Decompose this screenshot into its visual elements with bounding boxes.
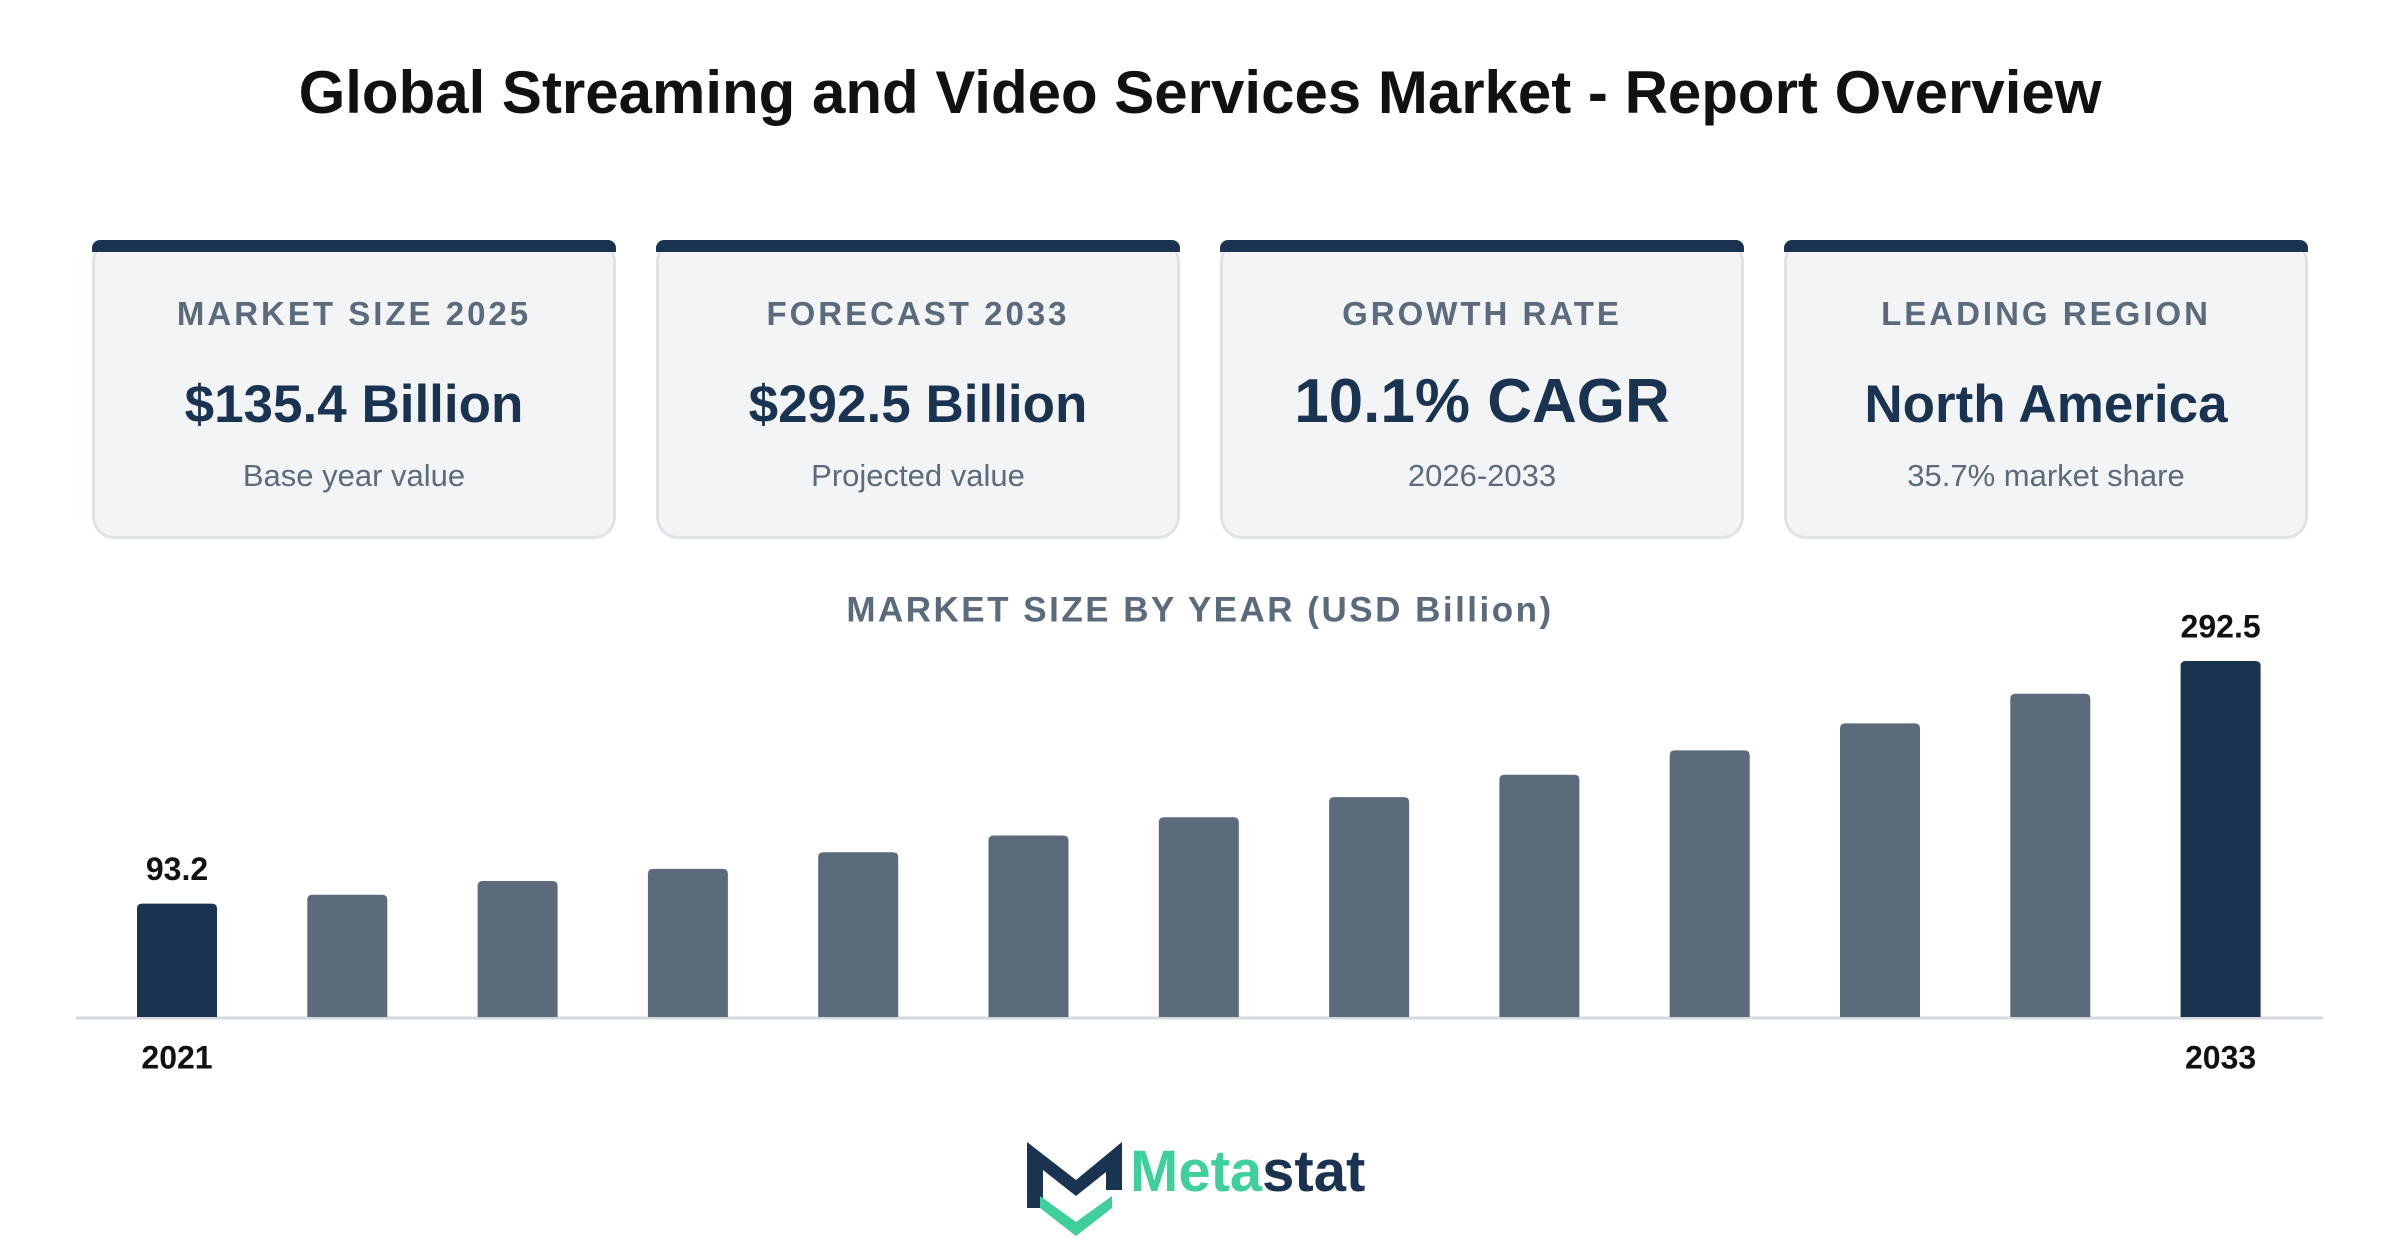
logo-part: Meta [1130,1139,1263,1204]
data-label: 292.5 [2181,608,2261,644]
stat-card: LEADING REGION North America 35.7% marke… [1784,240,2308,539]
card-label: MARKET SIZE 2025 [176,295,532,332]
card-value: 10.1% CAGR [1294,367,1670,436]
stat-card: GROWTH RATE 10.1% CAGR 2026-2033 [1220,240,1744,539]
logo: Metastat [1027,1139,1365,1236]
stat-card: MARKET SIZE 2025 $135.4 Billion Base yea… [92,240,616,539]
bar [818,852,899,1017]
page-title: Global Streaming and Video Services Mark… [298,59,2102,126]
card-label: FORECAST 2033 [766,295,1070,332]
logo-icon [1040,1196,1112,1236]
bar [1669,750,1750,1017]
bar [1329,797,1410,1017]
stat-card: FORECAST 2033 $292.5 Billion Projected v… [656,240,1180,539]
bar [1499,774,1580,1017]
bar [477,881,558,1017]
logo-icon [1027,1142,1122,1208]
bar [2010,693,2091,1017]
card-value: $135.4 Billion [184,375,524,434]
card-label: LEADING REGION [1881,295,2211,332]
card-value: $292.5 Billion [748,375,1088,434]
bar [1158,817,1239,1017]
card-note: 35.7% market share [1907,458,2185,493]
data-label: 93.2 [146,851,208,887]
logo-part: stat [1262,1139,1365,1204]
x-tick-label: 2033 [2185,1039,2256,1075]
bar [307,894,388,1017]
x-tick-label: 2021 [141,1039,212,1075]
bar [647,868,728,1017]
card-value: North America [1864,375,2228,434]
bar [137,903,217,1017]
bar [2180,661,2261,1017]
card-note: 2026-2033 [1407,458,1557,493]
card-note: Projected value [811,458,1025,493]
card-label: GROWTH RATE [1342,295,1622,332]
logo-text: Metastat [1130,1139,1365,1204]
card-note: Base year value [242,458,466,493]
chart-title: MARKET SIZE BY YEAR (USD Billion) [846,590,1553,629]
bar [988,835,1069,1017]
bar [1840,723,1920,1017]
